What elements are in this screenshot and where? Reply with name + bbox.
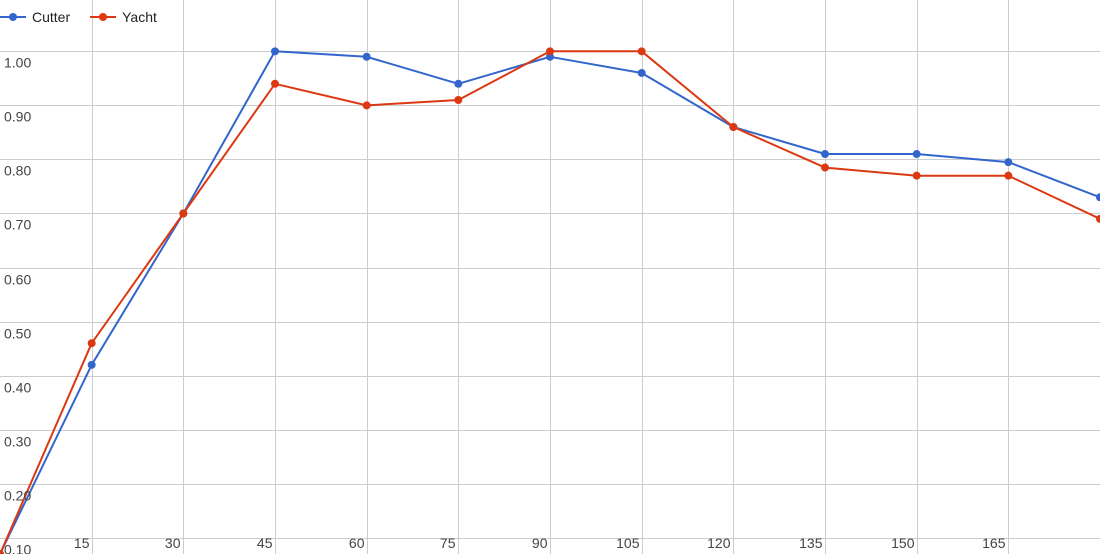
y-tick-label: 0.10 (4, 542, 31, 554)
tick-labels: 0.10 0.20 0.30 0.40 0.50 0.60 0.70 0.80 0.90 1.00… (4, 55, 1006, 554)
x-tick-label: 165 (982, 535, 1006, 551)
x-tick-label: 60 (349, 535, 365, 551)
data-point-yacht[interactable] (271, 79, 279, 88)
data-point-cutter[interactable] (454, 79, 463, 88)
data-point-yacht[interactable] (179, 209, 188, 218)
legend-dot-yacht-icon (99, 13, 108, 21)
x-tick-label: 90 (532, 535, 548, 551)
y-tick-label: 0.50 (4, 326, 31, 342)
data-point-cutter[interactable] (637, 68, 646, 77)
legend-label-cutter: Cutter (32, 9, 71, 25)
data-point-yacht[interactable] (362, 101, 371, 110)
x-tick-label: 120 (707, 535, 731, 551)
y-tick-label: 0.80 (4, 163, 31, 179)
legend-dot-cutter-icon (9, 13, 17, 21)
data-point-cutter[interactable] (821, 150, 829, 159)
data-point-cutter[interactable] (87, 360, 96, 369)
x-tick-label: 30 (165, 535, 181, 551)
data-point-yacht[interactable] (0, 550, 4, 554)
x-tick-label: 105 (616, 535, 640, 551)
legend-item-yacht[interactable]: Yacht (90, 9, 157, 25)
data-point-cutter[interactable] (1096, 193, 1100, 202)
y-tick-label: 0.90 (4, 109, 31, 125)
series-layer (0, 47, 1100, 554)
data-point-yacht[interactable] (637, 47, 646, 56)
data-point-cutter[interactable] (362, 52, 371, 61)
legend-swatch-cutter (0, 10, 26, 24)
data-point-yacht[interactable] (546, 47, 554, 56)
legend-item-cutter[interactable]: Cutter (0, 9, 70, 25)
y-tick-label: 0.70 (4, 217, 31, 233)
y-tick-label: 0.30 (4, 434, 31, 450)
legend: Cutter Yacht (0, 8, 177, 26)
legend-swatch-yacht (90, 10, 117, 24)
data-point-yacht[interactable] (729, 123, 738, 132)
x-tick-label: 15 (74, 535, 90, 551)
y-tick-label: 0.60 (4, 272, 31, 288)
x-tick-label: 75 (440, 535, 456, 551)
data-point-yacht[interactable] (821, 163, 829, 172)
x-tick-label: 135 (799, 535, 823, 551)
x-tick-label: 45 (257, 535, 273, 551)
x-tick-label: 150 (891, 535, 915, 551)
data-point-cutter[interactable] (912, 150, 921, 159)
y-tick-label: 0.20 (4, 488, 31, 504)
y-tick-label: 1.00 (4, 55, 31, 71)
y-tick-label: 0.40 (4, 380, 31, 396)
data-point-cutter[interactable] (1004, 158, 1013, 167)
data-point-yacht[interactable] (87, 339, 96, 348)
legend-label-yacht: Yacht (122, 9, 157, 25)
data-point-yacht[interactable] (454, 95, 463, 104)
data-point-yacht[interactable] (1096, 214, 1100, 223)
data-point-cutter[interactable] (271, 47, 279, 56)
data-point-yacht[interactable] (912, 171, 921, 180)
data-point-yacht[interactable] (1004, 171, 1013, 180)
